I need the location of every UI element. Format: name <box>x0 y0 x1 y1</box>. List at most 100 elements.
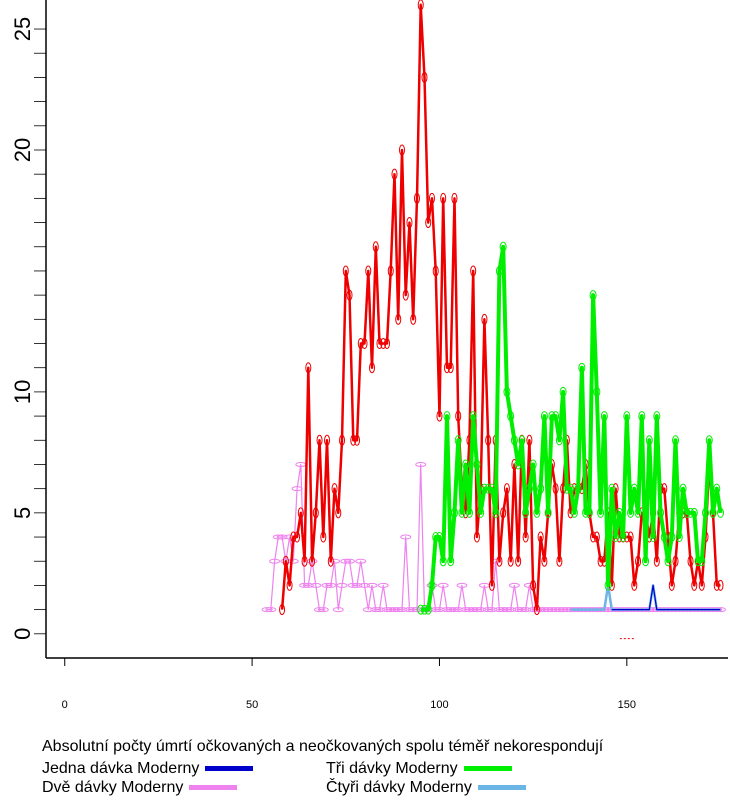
green-point <box>473 459 481 470</box>
red-point <box>290 531 297 543</box>
green-point <box>630 483 638 494</box>
y-tick-label: 10 <box>10 380 35 404</box>
legend-item-tri-davky: Tři dávky Moderny <box>326 760 512 778</box>
red-point <box>691 579 698 591</box>
violet-point <box>415 461 427 467</box>
legend-item-dve-davky: Dvě dávky Moderny <box>42 779 238 797</box>
red-point <box>369 362 376 374</box>
red-point <box>282 555 289 567</box>
red-point <box>455 410 462 422</box>
red-point <box>717 579 724 591</box>
red-point <box>406 217 413 229</box>
violet-point <box>332 607 344 613</box>
red-point <box>443 362 450 374</box>
red-point <box>451 192 458 204</box>
green-point <box>664 556 672 567</box>
green-point <box>567 483 575 494</box>
red-point <box>279 604 286 616</box>
green-point <box>604 580 612 591</box>
green-point <box>484 483 492 494</box>
red-point <box>286 579 293 591</box>
green-point <box>600 411 608 422</box>
green-point <box>698 556 706 567</box>
red-point <box>432 265 439 277</box>
green-point <box>454 435 462 446</box>
green-point <box>627 507 635 518</box>
violet-point <box>374 607 386 613</box>
green-point <box>683 507 691 518</box>
green-point <box>653 411 661 422</box>
green-point <box>529 459 537 470</box>
red-point <box>485 434 492 446</box>
red-point <box>309 555 316 567</box>
green-point <box>694 556 702 567</box>
green-point <box>480 483 488 494</box>
green-point <box>717 507 725 518</box>
green-point <box>510 435 518 446</box>
series-red <box>279 0 724 616</box>
violet-point <box>366 582 378 588</box>
legend-swatch <box>205 766 254 772</box>
legend-swatch <box>189 785 238 791</box>
green-point <box>450 507 458 518</box>
green-point <box>428 580 436 591</box>
green-point <box>552 411 560 422</box>
red-point <box>515 555 522 567</box>
red-point <box>395 313 402 325</box>
legend-label: Tři dávky Moderny <box>326 760 458 777</box>
green-point <box>589 290 597 301</box>
x-tick-label: 100 <box>430 699 448 711</box>
red-point <box>447 362 454 374</box>
violet-point <box>276 534 288 540</box>
violet-point <box>317 607 329 613</box>
green-point <box>525 483 533 494</box>
red-point <box>541 555 548 567</box>
violet-point <box>351 582 363 588</box>
red-point <box>413 192 420 204</box>
red-point <box>526 434 533 446</box>
red-point <box>376 338 383 350</box>
red-point <box>522 531 529 543</box>
green-point <box>645 435 653 446</box>
green-point <box>690 507 698 518</box>
red-point <box>354 434 361 446</box>
green-point <box>608 483 616 494</box>
red-point <box>672 555 679 567</box>
chart-plot: 0 5 10 20 25 0 50 100 150 <box>10 0 728 711</box>
red-point <box>391 168 398 180</box>
red-point <box>668 579 675 591</box>
x-axis: 0 50 100 150 <box>46 657 728 711</box>
red-point <box>556 555 563 567</box>
y-axis: 0 5 10 20 25 <box>10 0 47 658</box>
violet-point <box>269 558 281 564</box>
y-tick-label: 0 <box>10 628 35 640</box>
series-dve-davky <box>261 461 727 613</box>
red-point <box>312 507 319 519</box>
violet-point <box>344 558 356 564</box>
violet-point <box>486 607 498 613</box>
green-point <box>477 507 485 518</box>
red-point <box>301 555 308 567</box>
violet-point <box>400 534 412 540</box>
violet-point <box>377 582 389 588</box>
red-point <box>496 555 503 567</box>
series-tri-davky <box>417 241 725 615</box>
legend-item-ctyri-davky: Čtyři dávky Moderny <box>326 779 526 797</box>
red-point <box>473 531 480 543</box>
violet-point <box>362 607 374 613</box>
violet-point <box>456 582 468 588</box>
green-point <box>623 411 631 422</box>
x-tick-label: 0 <box>62 699 68 711</box>
y-tick-label: 25 <box>10 17 35 41</box>
series-line <box>570 584 721 611</box>
violet-point <box>452 607 464 613</box>
green-point <box>424 604 432 615</box>
red-point <box>687 555 694 567</box>
red-point <box>335 507 342 519</box>
red-point <box>627 531 634 543</box>
violet-point <box>508 582 520 588</box>
y-tick-label: 5 <box>10 507 35 519</box>
green-point <box>537 483 545 494</box>
green-point <box>447 556 455 567</box>
green-point <box>597 507 605 518</box>
